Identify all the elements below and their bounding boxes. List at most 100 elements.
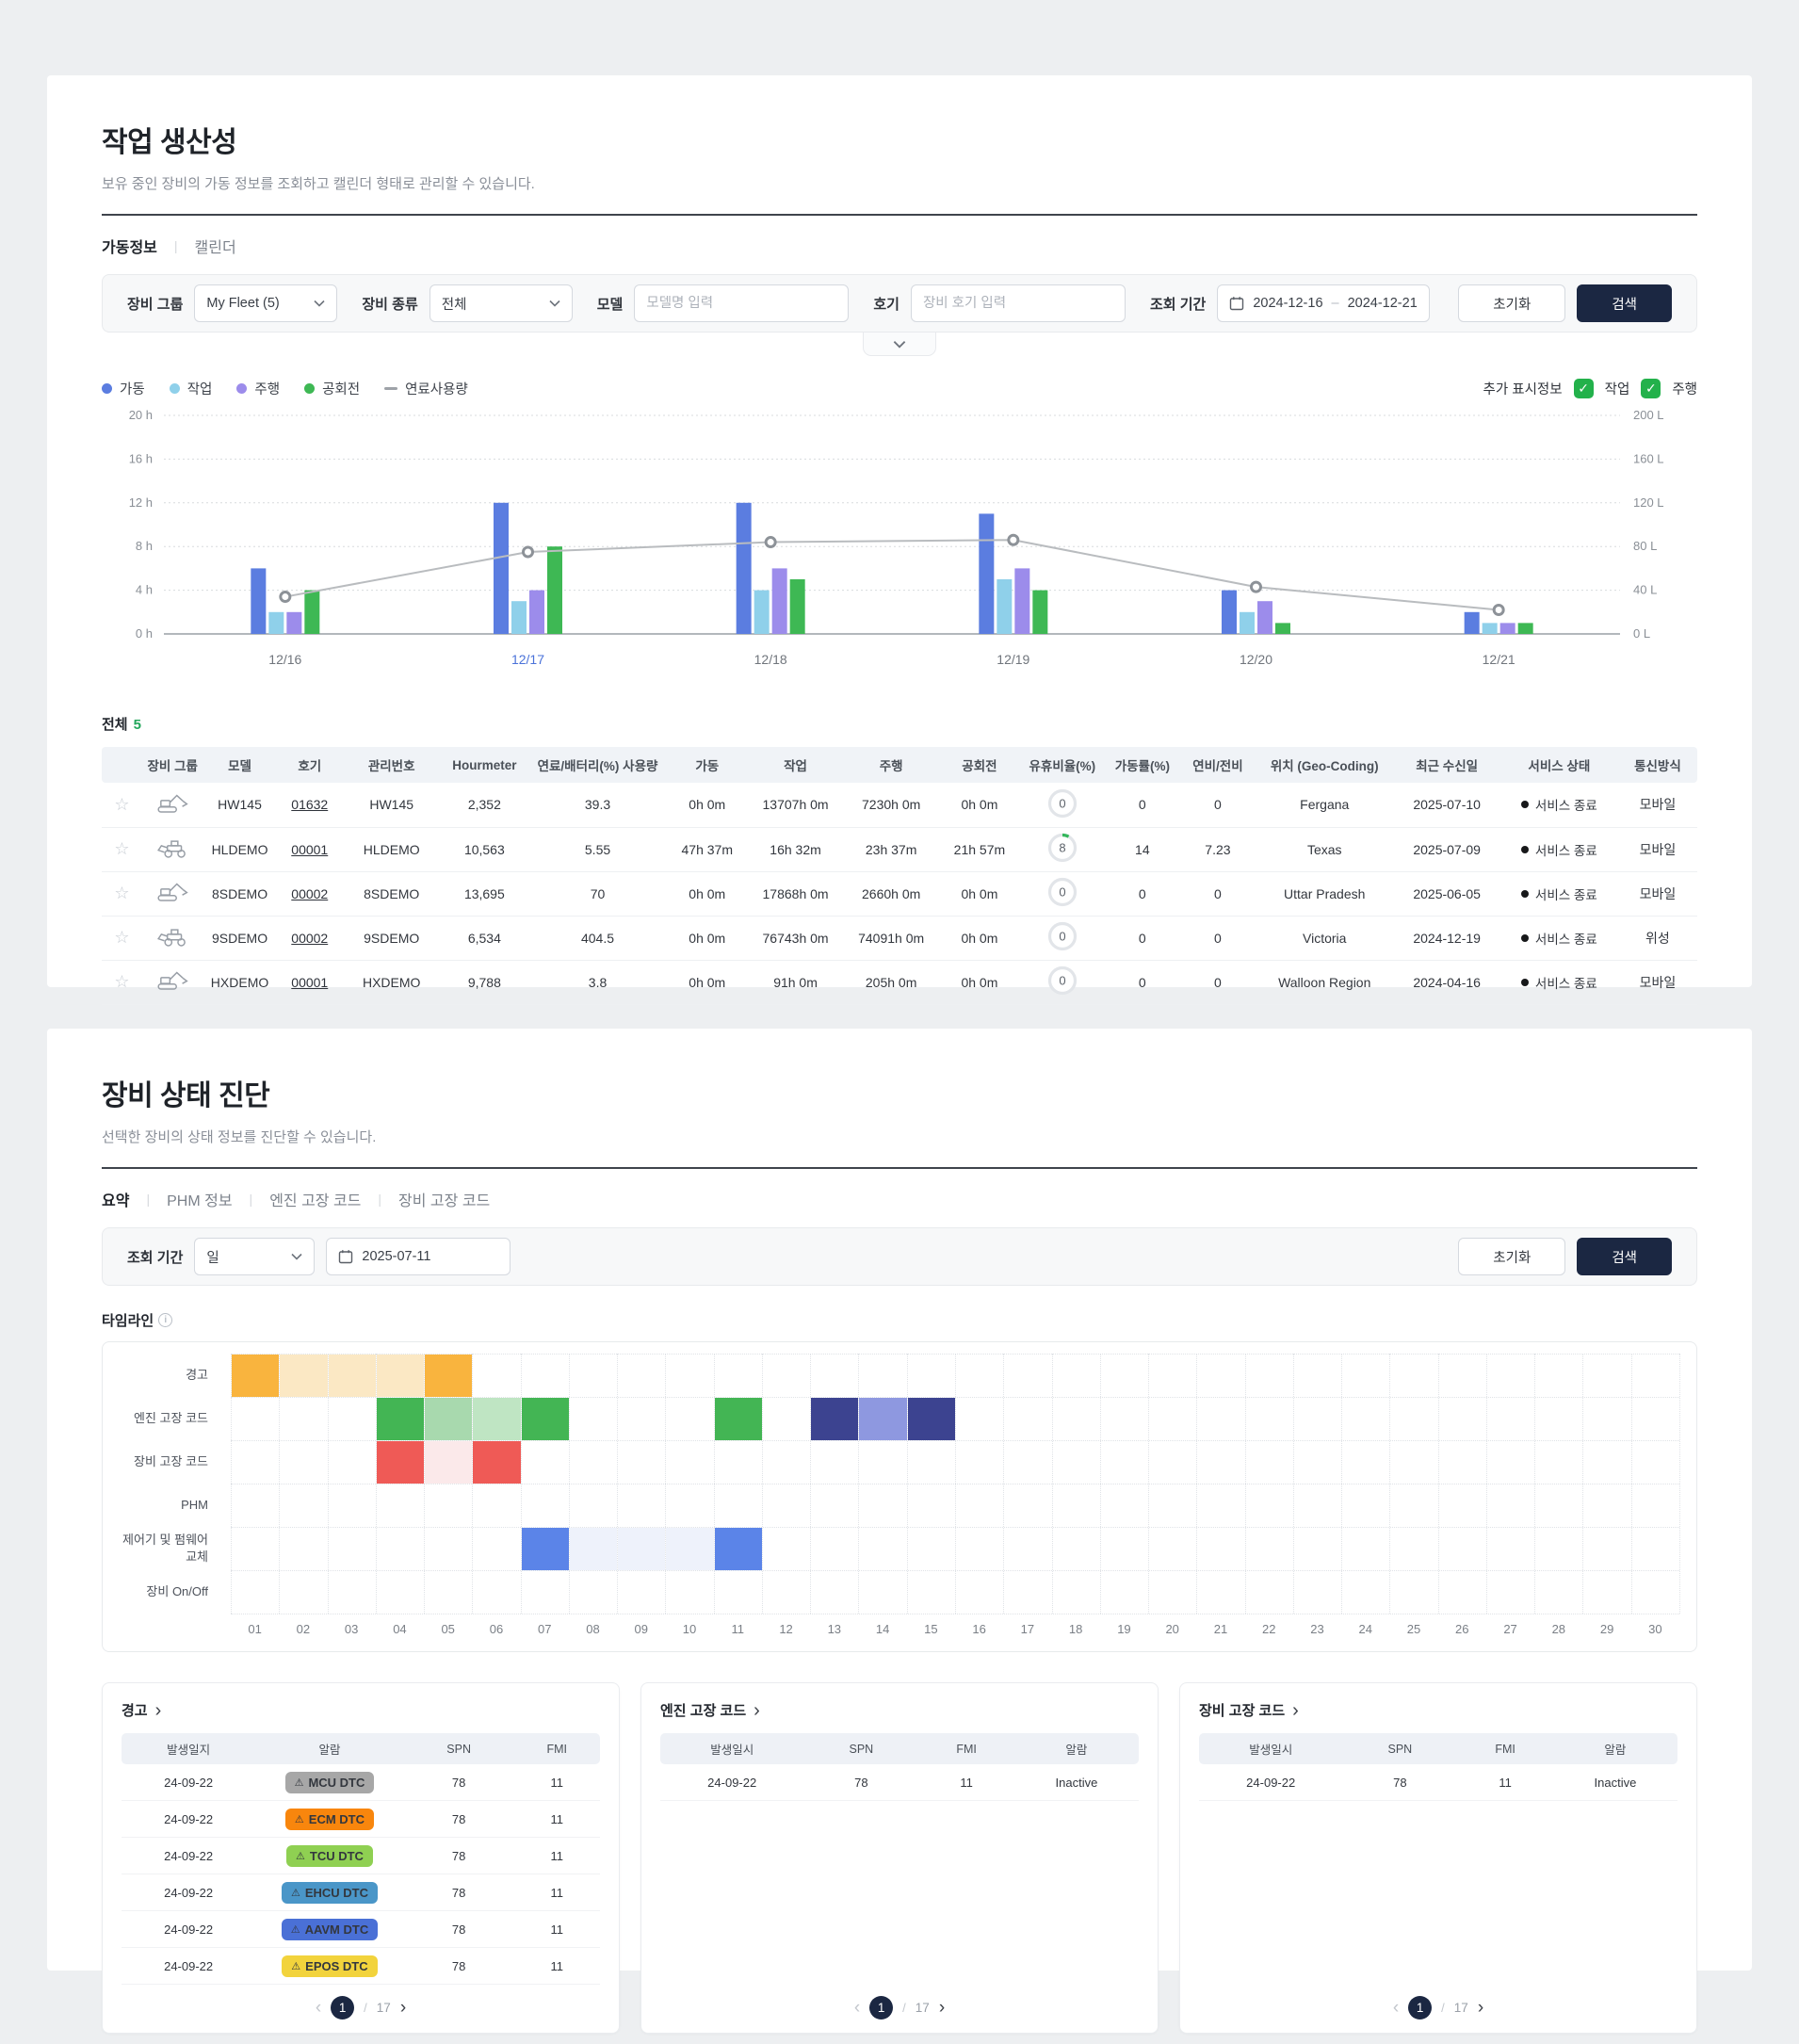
unit-link[interactable]: 00001 <box>291 841 329 857</box>
fleet-col-header-16: 서비스 상태 <box>1499 747 1618 783</box>
page-prev-button[interactable]: ‹ <box>1392 1997 1400 2018</box>
timeline-day-label: 09 <box>634 1622 648 1636</box>
travel-checkbox[interactable]: ✓ <box>1641 379 1661 398</box>
page-prev-button[interactable]: ‹ <box>315 1997 322 2018</box>
timeline-cell[interactable] <box>714 1528 762 1570</box>
productivity-section: 작업 생산성 보유 중인 장비의 가동 정보를 조회하고 캘린더 형태로 관리할… <box>47 75 1752 1005</box>
timeline-cell[interactable] <box>425 1355 473 1397</box>
tab-calendar[interactable]: 캘린더 <box>194 240 236 256</box>
unit-link[interactable]: 00001 <box>291 974 329 990</box>
timeline-cell[interactable] <box>569 1528 618 1570</box>
unit-link[interactable]: 01632 <box>291 797 329 813</box>
legend-item-2[interactable]: 주행 <box>236 379 280 398</box>
equipment-group-select[interactable]: My Fleet (5) <box>194 284 338 322</box>
timeline-cell[interactable] <box>425 1441 473 1484</box>
star-icon[interactable]: ☆ <box>114 839 130 858</box>
chevron-right-icon[interactable]: › <box>154 1699 162 1721</box>
fault-card-col-header: FMI <box>1495 1742 1515 1756</box>
date-range-picker[interactable]: 2024-12-16 – 2024-12-21 <box>1217 284 1430 322</box>
fault-card-col-header: 발생일지 <box>167 1744 211 1757</box>
diag-search-button[interactable]: 검색 <box>1577 1238 1672 1275</box>
filter-collapse-toggle[interactable] <box>863 333 936 356</box>
idle-ratio-cell: 0 <box>1019 960 1105 1005</box>
current-page-button[interactable]: 1 <box>869 1996 894 2020</box>
timeline-cell[interactable] <box>907 1398 955 1440</box>
star-icon[interactable]: ☆ <box>114 928 130 947</box>
timeline-cell[interactable] <box>425 1398 473 1440</box>
timeline-cell[interactable] <box>280 1355 328 1397</box>
legend-item-3[interactable]: 공회전 <box>304 379 360 398</box>
star-icon[interactable]: ☆ <box>114 884 130 902</box>
search-button[interactable]: 검색 <box>1577 284 1672 322</box>
table-row[interactable]: ☆ HW145 01632 HW145 2,352 39.3 0h 0m 13707h 0m 7… <box>102 783 1697 828</box>
current-page-button[interactable]: 1 <box>331 1996 355 2020</box>
comm-type-cell: 모바일 <box>1617 827 1697 872</box>
star-icon[interactable]: ☆ <box>114 972 130 991</box>
timeline-cell[interactable] <box>473 1398 521 1440</box>
timeline-cell[interactable] <box>859 1398 907 1440</box>
page-prev-button[interactable]: ‹ <box>853 1997 861 2018</box>
tab-equipment-fault-codes[interactable]: 장비 고장 코드 <box>398 1193 491 1209</box>
timeline-cell[interactable] <box>376 1355 425 1397</box>
equipment-type-select[interactable]: 전체 <box>429 284 573 322</box>
timeline-cell[interactable] <box>714 1398 762 1440</box>
svg-text:20 h: 20 h <box>129 408 153 422</box>
period-unit-select[interactable]: 일 <box>194 1238 316 1275</box>
table-row[interactable]: ☆ HLDEMO 00001 HLDEMO 10,563 5.55 47h 37m 16h 3… <box>102 827 1697 872</box>
chevron-right-icon[interactable]: › <box>1292 1699 1299 1721</box>
unit-input[interactable] <box>922 296 1113 311</box>
tab-operation-info[interactable]: 가동정보 <box>102 240 157 256</box>
timeline-cell[interactable] <box>376 1441 425 1484</box>
timeline-cell[interactable] <box>473 1441 521 1484</box>
timeline-cell[interactable] <box>811 1398 859 1440</box>
dtc-badge: ⚠ TCU DTC <box>286 1844 373 1867</box>
diag-reset-button[interactable]: 초기화 <box>1458 1238 1566 1275</box>
operation-rate-cell: 0 <box>1104 783 1180 828</box>
status-dot-icon <box>1520 978 1529 986</box>
timeline-cell[interactable] <box>232 1355 280 1397</box>
legend-item-0[interactable]: 가동 <box>102 379 145 398</box>
efficiency-cell: 0 <box>1179 783 1256 828</box>
star-icon[interactable]: ☆ <box>114 794 130 814</box>
dtc-badge-label: ECM DTC <box>308 1811 365 1826</box>
legend-item-1[interactable]: 작업 <box>169 379 212 398</box>
timeline-cell[interactable] <box>376 1398 425 1440</box>
timeline-cell[interactable] <box>618 1528 666 1570</box>
current-page-button[interactable]: 1 <box>1408 1996 1433 2020</box>
fault-card-row[interactable]: 24-09-22 ⚠ EHCU DTC 78 11 <box>122 1874 600 1911</box>
table-row[interactable]: ☆ HXDEMO 00001 HXDEMO 9,788 3.8 0h 0m 91h 0m 205… <box>102 960 1697 1005</box>
diag-date-picker[interactable]: 2025-07-11 <box>326 1238 511 1275</box>
fault-card-row[interactable]: 24-09-22 ⚠ AAVM DTC 78 11 <box>122 1911 600 1948</box>
timeline-cell[interactable] <box>521 1528 569 1570</box>
reset-button[interactable]: 초기화 <box>1458 284 1566 322</box>
model-cell: HXDEMO <box>203 960 277 1005</box>
page-next-button[interactable]: › <box>1477 1997 1484 2018</box>
fault-card-row[interactable]: 24-09-22 78 11 Inactive <box>1199 1764 1677 1801</box>
unit-link[interactable]: 00002 <box>291 930 329 946</box>
page-next-button[interactable]: › <box>399 1997 407 2018</box>
fault-card-row[interactable]: 24-09-22 ⚠ MCU DTC 78 11 <box>122 1764 600 1801</box>
timeline-cell[interactable] <box>328 1355 376 1397</box>
chevron-right-icon[interactable]: › <box>754 1699 760 1721</box>
tab-phm-info[interactable]: PHM 정보 <box>167 1193 233 1209</box>
info-icon[interactable]: i <box>158 1313 173 1327</box>
fault-card-2: 장비 고장 코드 › 발생일시 SPN FMI 알람 24-09-22 78 11 Inactiv… <box>1179 1682 1697 2034</box>
fault-card-row[interactable]: 24-09-22 ⚠ EPOS DTC 78 11 <box>122 1948 600 1985</box>
work-checkbox[interactable]: ✓ <box>1573 379 1594 398</box>
table-row[interactable]: ☆ 9SDEMO 00002 9SDEMO 6,534 404.5 0h 0m 76743h … <box>102 916 1697 961</box>
last-received-cell: 2025-07-09 <box>1393 827 1500 872</box>
fault-card-row[interactable]: 24-09-22 ⚠ ECM DTC 78 11 <box>122 1801 600 1838</box>
timeline-cell[interactable] <box>666 1528 714 1570</box>
page-next-button[interactable]: › <box>938 1997 946 2018</box>
timeline-cell[interactable] <box>521 1398 569 1440</box>
tab-engine-fault-codes[interactable]: 엔진 고장 코드 <box>269 1193 362 1209</box>
legend-item-line[interactable]: 연료사용량 <box>384 379 468 398</box>
timeline-gridline-h <box>231 1440 1679 1441</box>
fault-card-row[interactable]: 24-09-22 78 11 Inactive <box>660 1764 1139 1801</box>
model-input[interactable] <box>646 296 837 311</box>
unit-link[interactable]: 00002 <box>291 885 329 901</box>
efficiency-cell: 0 <box>1179 960 1256 1005</box>
tab-summary[interactable]: 요약 <box>102 1193 130 1209</box>
table-row[interactable]: ☆ 8SDEMO 00002 8SDEMO 13,695 70 0h 0m 17868h 0m… <box>102 871 1697 917</box>
fault-card-row[interactable]: 24-09-22 ⚠ TCU DTC 78 11 <box>122 1838 600 1874</box>
